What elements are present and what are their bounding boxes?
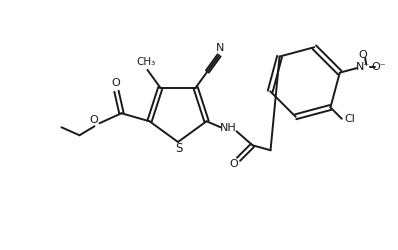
- Text: O: O: [111, 78, 120, 88]
- Text: O: O: [229, 159, 238, 169]
- Text: N⁺: N⁺: [356, 62, 370, 72]
- Text: Cl: Cl: [344, 114, 355, 124]
- Text: CH₃: CH₃: [137, 57, 156, 67]
- Text: NH: NH: [220, 123, 237, 133]
- Text: S: S: [175, 142, 183, 154]
- Text: O: O: [359, 50, 367, 60]
- Text: N: N: [216, 43, 224, 53]
- Text: O⁻: O⁻: [372, 62, 386, 72]
- Text: O: O: [89, 115, 98, 125]
